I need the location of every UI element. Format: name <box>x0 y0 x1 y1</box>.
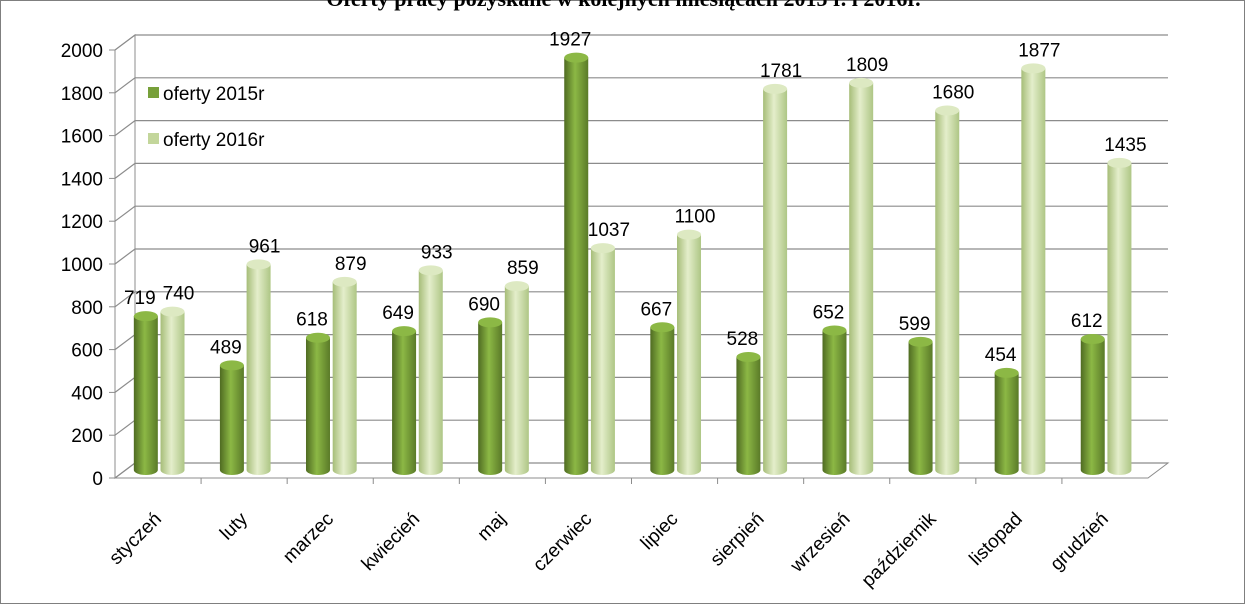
gridline <box>114 120 1168 137</box>
bar-2016 <box>763 83 788 475</box>
bar-2015 <box>650 322 675 475</box>
legend-label-2015: oferty 2015r <box>163 84 265 105</box>
y-tick-label: 0 <box>92 469 103 490</box>
category-label: kwiecień <box>358 509 424 575</box>
data-label-2016: 933 <box>421 242 453 263</box>
bar-2015 <box>392 326 417 475</box>
bars <box>133 52 1132 476</box>
y-tick-label: 200 <box>71 426 103 447</box>
data-label-2015: 690 <box>468 294 500 315</box>
category-label: lipiec <box>637 509 682 554</box>
category-label: październik <box>858 508 941 591</box>
bar-2016 <box>332 276 357 475</box>
bar-2016 <box>504 281 529 475</box>
category-label: sierpień <box>707 509 769 571</box>
category-label: marzec <box>279 509 338 568</box>
bar-2015 <box>305 332 330 475</box>
data-label-2016: 1781 <box>760 61 802 82</box>
data-label-2015: 652 <box>813 302 845 323</box>
bar-2016 <box>849 77 874 476</box>
gridline <box>114 205 1168 222</box>
data-label-2016: 1877 <box>1018 40 1060 61</box>
legend-swatch-2015 <box>148 87 159 98</box>
data-label-2015: 528 <box>727 329 759 350</box>
bar-2015 <box>219 360 244 475</box>
bar-2015 <box>478 317 503 475</box>
bar-2015 <box>564 52 589 475</box>
category-label: wrzesień <box>786 509 855 578</box>
bar-2016 <box>160 306 185 475</box>
category-label: listopad <box>966 509 1027 570</box>
y-tick-label: 800 <box>71 298 103 319</box>
bar-2016 <box>677 229 702 475</box>
chart-title: Oferty pracy pozyskane w kolejnych miesi… <box>0 0 1247 12</box>
y-tick-label: 600 <box>71 341 103 362</box>
bar-2015 <box>994 367 1019 475</box>
bar-2016 <box>1021 63 1046 476</box>
y-tick-label: 1800 <box>61 84 103 105</box>
data-label-2016: 859 <box>507 258 539 279</box>
data-label-2016: 879 <box>335 254 367 275</box>
bar-2016 <box>246 259 271 475</box>
category-label: grudzień <box>1046 509 1112 575</box>
bar-2015 <box>908 336 933 475</box>
data-label-2015: 649 <box>382 303 414 324</box>
y-tick-label: 1400 <box>61 169 103 190</box>
data-label-2016: 1680 <box>932 82 974 103</box>
data-label-2016: 1037 <box>588 220 630 241</box>
y-tick-label: 1200 <box>61 212 103 233</box>
data-label-2016: 961 <box>249 236 281 257</box>
category-label: luty <box>216 508 252 544</box>
gridline <box>114 77 1168 94</box>
bar-2015 <box>822 325 847 475</box>
gridline <box>114 162 1168 179</box>
bar-2015 <box>736 352 761 475</box>
bar-2016 <box>1107 157 1132 475</box>
data-label-2015: 612 <box>1071 311 1103 332</box>
data-label-2015: 618 <box>296 310 328 331</box>
bar-2015 <box>133 311 158 475</box>
bar-2016 <box>935 105 960 475</box>
data-label-2016: 1100 <box>675 207 716 228</box>
y-tick-label: 400 <box>71 383 103 404</box>
bar-2016 <box>418 265 443 475</box>
legend: oferty 2015r oferty 2016r <box>148 84 265 151</box>
data-label-2015: 454 <box>985 345 1017 366</box>
bar-2015 <box>1080 334 1105 475</box>
legend-label-2016: oferty 2016r <box>163 130 265 151</box>
data-label-2016: 1435 <box>1104 135 1146 156</box>
y-tick-label: 1600 <box>61 127 103 148</box>
category-label: styczeń <box>105 509 165 569</box>
data-label-2016: 1809 <box>846 55 888 76</box>
data-label-2015: 599 <box>899 314 931 335</box>
data-label-2015: 489 <box>210 337 242 358</box>
bar-2016 <box>590 243 615 475</box>
data-label-2015: 1927 <box>549 30 591 51</box>
category-label: czerwiec <box>529 509 596 576</box>
legend-swatch-2016 <box>148 133 159 144</box>
data-label-2015: 667 <box>640 299 672 320</box>
data-label-2015: 719 <box>124 288 156 309</box>
data-label-2016: 740 <box>163 284 195 305</box>
category-label: maj <box>474 509 511 546</box>
gridline <box>114 34 1168 51</box>
data-labels: 719 740 489 961 618 879 649 933 690 859 1927 1037 66… <box>124 30 1147 366</box>
y-tick-label: 1000 <box>61 255 103 276</box>
y-tick-label: 2000 <box>61 41 103 62</box>
